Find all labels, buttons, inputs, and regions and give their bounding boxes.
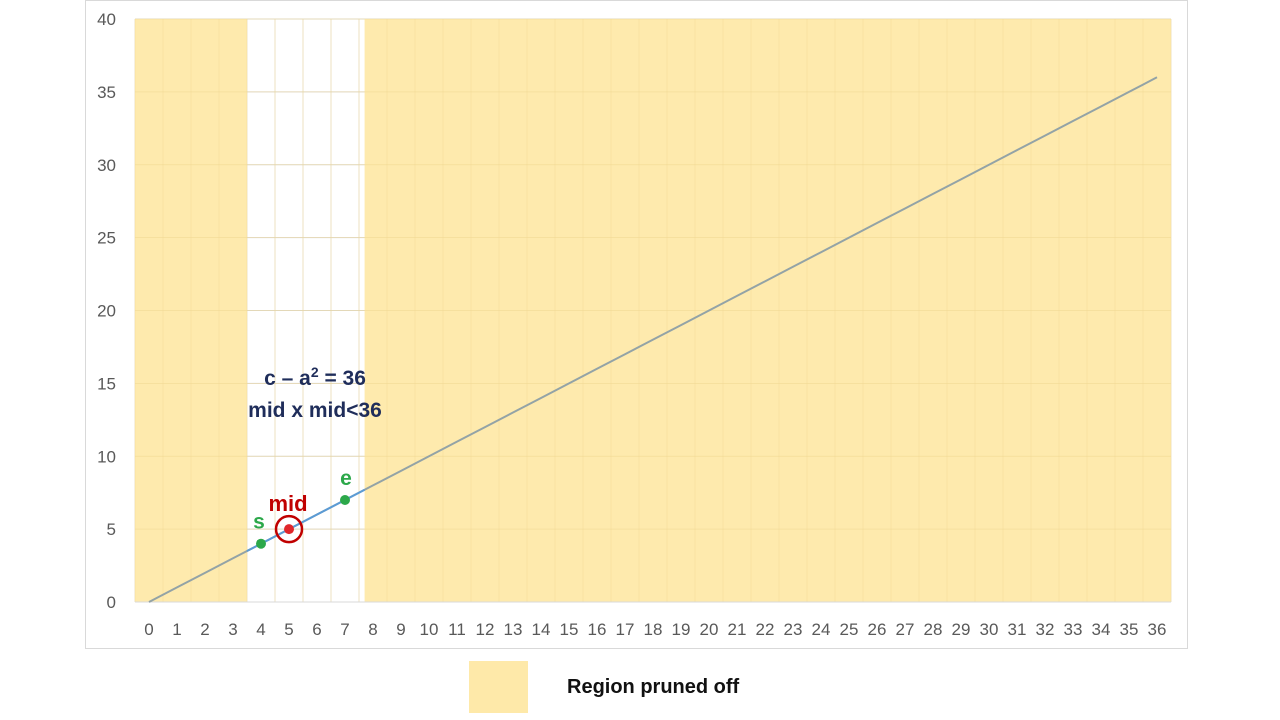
- x-tick-label: 11: [448, 620, 466, 639]
- x-tick-label: 21: [728, 620, 747, 639]
- point-mid: [284, 524, 294, 535]
- y-tick-label: 35: [97, 83, 116, 102]
- x-tick-label: 23: [784, 620, 803, 639]
- y-tick-label: 20: [97, 302, 116, 321]
- x-tick-label: 27: [896, 620, 915, 639]
- x-tick-label: 8: [368, 620, 377, 639]
- x-tick-label: 30: [980, 620, 999, 639]
- x-tick-label: 4: [256, 620, 265, 639]
- x-tick-label: 26: [868, 620, 887, 639]
- x-tick-label: 9: [396, 620, 405, 639]
- x-tick-label: 28: [924, 620, 943, 639]
- x-tick-label: 7: [340, 620, 349, 639]
- x-tick-label: 3: [228, 620, 237, 639]
- point-label-s: s: [253, 511, 265, 534]
- legend: Region pruned off: [469, 661, 739, 713]
- x-tick-label: 0: [144, 620, 153, 639]
- legend-swatch: [469, 661, 528, 713]
- legend-label: Region pruned off: [567, 675, 740, 698]
- x-tick-label: 25: [840, 620, 859, 639]
- mid-highlight-circle: [274, 514, 304, 544]
- y-tick-label: 10: [97, 447, 116, 466]
- x-tick-label: 2: [200, 620, 209, 639]
- x-tick-label: 35: [1120, 620, 1139, 639]
- x-tick-label: 33: [1064, 620, 1083, 639]
- y-tick-label: 30: [97, 156, 116, 175]
- x-tick-label: 1: [172, 620, 181, 639]
- x-tick-label: 6: [312, 620, 321, 639]
- point-label-mid: mid: [268, 491, 307, 516]
- x-tick-label: 14: [532, 620, 551, 639]
- y-tick-label: 0: [107, 593, 116, 612]
- x-tick-label: 36: [1148, 620, 1167, 639]
- x-tick-label: 17: [616, 620, 635, 639]
- y-tick-label: 40: [97, 10, 116, 29]
- x-tick-label: 12: [476, 620, 495, 639]
- point-label-e: e: [340, 467, 352, 490]
- x-tick-label: 15: [560, 620, 579, 639]
- annotation-line1: c – a2 = 36: [264, 364, 366, 390]
- x-tick-label: 22: [756, 620, 775, 639]
- point-e: [340, 494, 350, 505]
- y-tick-label: 25: [97, 229, 116, 248]
- x-tick-label: 13: [504, 620, 523, 639]
- x-tick-label: 32: [1036, 620, 1055, 639]
- x-tick-label: 16: [588, 620, 607, 639]
- x-tick-label: 5: [284, 620, 293, 639]
- point-s: [256, 538, 266, 549]
- x-tick-label: 34: [1092, 620, 1111, 639]
- x-tick-label: 24: [812, 620, 831, 639]
- x-tick-label: 19: [672, 620, 691, 639]
- x-tick-label: 10: [420, 620, 439, 639]
- x-tick-label: 31: [1008, 620, 1027, 639]
- y-tick-label: 5: [107, 520, 116, 539]
- annotation-line2: mid x mid<36: [248, 399, 382, 422]
- y-tick-label: 15: [97, 374, 116, 393]
- x-tick-label: 20: [700, 620, 719, 639]
- x-tick-label: 18: [644, 620, 663, 639]
- x-tick-label: 29: [952, 620, 971, 639]
